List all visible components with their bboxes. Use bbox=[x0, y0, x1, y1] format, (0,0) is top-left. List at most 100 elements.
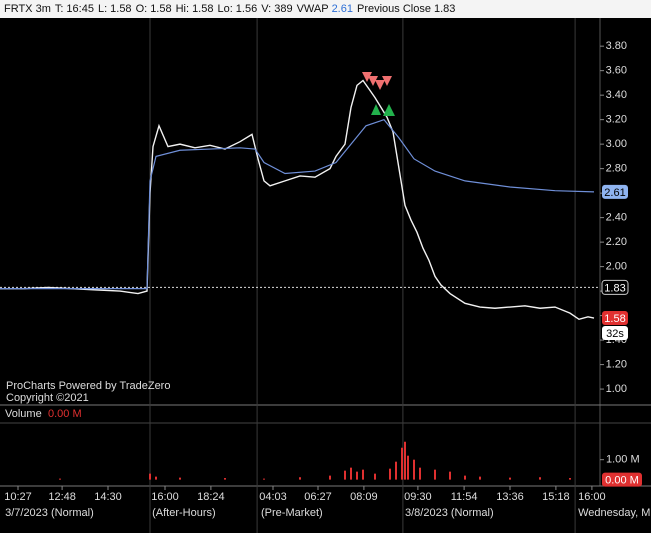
x-tick-label: 08:09 bbox=[350, 491, 378, 503]
field-value: 1.58 bbox=[150, 3, 172, 15]
volume-bar bbox=[374, 473, 376, 480]
x-tick-label: 10:27 bbox=[4, 491, 32, 503]
sell-signal bbox=[362, 72, 372, 82]
watermark: Copyright ©2021 bbox=[6, 392, 89, 404]
volume-bar bbox=[404, 441, 406, 480]
session-label: (Pre-Market) bbox=[261, 507, 323, 519]
price-tag bbox=[602, 184, 628, 199]
field-value: 1.58 bbox=[192, 3, 214, 15]
volume-bar bbox=[464, 475, 466, 480]
y-tick-label: 2.20 bbox=[606, 236, 627, 248]
price-tag-label: 1.58 bbox=[604, 313, 625, 325]
field-label: Hi: bbox=[175, 3, 190, 15]
y-tick-label: 3.60 bbox=[606, 65, 627, 77]
x-tick-label: 06:27 bbox=[304, 491, 332, 503]
volume-bar bbox=[509, 477, 511, 480]
volume-title: Volume bbox=[5, 408, 42, 420]
x-tick-label: 04:03 bbox=[259, 491, 287, 503]
header-bar: FRTX 3m T: 16:45 L: 1.58 O: 1.58 Hi: 1.58 Lo: 1.56… bbox=[0, 0, 651, 18]
field-value: 1.56 bbox=[235, 3, 258, 15]
x-tick-label: 18:24 bbox=[197, 491, 225, 503]
volume-bar bbox=[362, 469, 364, 480]
field-value: 2.61 bbox=[331, 3, 353, 15]
price-tag-label: 1.83 bbox=[604, 282, 625, 294]
volume-bar bbox=[329, 475, 331, 480]
volume-tag-label: 0.00 M bbox=[605, 475, 639, 487]
volume-bar bbox=[149, 473, 151, 480]
sell-signal bbox=[368, 76, 378, 86]
y-tick-label: 1.20 bbox=[606, 358, 627, 370]
buy-signal bbox=[371, 104, 381, 115]
buy-signal bbox=[383, 104, 395, 116]
volume-bar bbox=[413, 459, 415, 480]
field-label: O: bbox=[135, 3, 148, 15]
y-tick-label: 2.80 bbox=[606, 163, 627, 175]
field-value: 389 bbox=[274, 3, 293, 15]
price-line bbox=[0, 79, 595, 321]
y-tick-label: 1.00 bbox=[606, 383, 627, 395]
x-tick-label: 13:36 bbox=[496, 491, 524, 503]
y-tick-label: 3.00 bbox=[606, 138, 627, 150]
session-label: 3/7/2023 (Normal) bbox=[5, 507, 94, 519]
x-tick-label: 15:18 bbox=[542, 491, 570, 503]
volume-bar bbox=[539, 477, 541, 480]
field-value: 1.83 bbox=[433, 3, 456, 15]
price-tag bbox=[601, 279, 629, 295]
session-label: (After-Hours) bbox=[152, 507, 216, 519]
field-value: 16:45 bbox=[66, 3, 94, 15]
x-tick-label: 11:54 bbox=[451, 491, 478, 503]
volume-bar bbox=[419, 467, 421, 480]
field-label: Previous Close bbox=[356, 3, 431, 15]
x-tick-label: 12:48 bbox=[48, 491, 76, 503]
volume-bar bbox=[344, 470, 346, 480]
volume-bar bbox=[155, 476, 157, 480]
x-tick-label: 09:30 bbox=[404, 491, 432, 503]
countdown-box bbox=[602, 326, 628, 341]
volume-bar bbox=[389, 468, 391, 480]
field-label: VWAP bbox=[296, 3, 329, 15]
symbol: FRTX 3m bbox=[4, 3, 51, 15]
x-tick-label: 16:00 bbox=[578, 491, 606, 503]
volume-bar bbox=[401, 447, 403, 480]
volume-bar bbox=[179, 477, 181, 480]
x-tick-label: 14:30 bbox=[94, 491, 122, 503]
field-label: T: bbox=[54, 3, 64, 15]
volume-bar bbox=[59, 478, 61, 480]
session-label: 3/8/2023 (Normal) bbox=[405, 507, 494, 519]
volume-bar bbox=[434, 469, 436, 480]
y-tick-label: 3.20 bbox=[606, 114, 627, 126]
field-label: V: bbox=[261, 3, 272, 15]
signals bbox=[362, 72, 395, 116]
volume-bar bbox=[449, 471, 451, 480]
countdown: 32s bbox=[606, 328, 624, 340]
y-tick-label: 2.40 bbox=[606, 212, 627, 224]
volume-value: 0.00 M bbox=[48, 408, 82, 420]
volume-bar bbox=[224, 478, 226, 480]
price-tag-label: 2.61 bbox=[604, 187, 625, 199]
y-tick-label: 2.00 bbox=[606, 261, 627, 273]
field-value: 1.58 bbox=[110, 3, 132, 15]
volume-bar bbox=[356, 471, 358, 480]
volume-bar bbox=[395, 461, 397, 480]
sell-signal bbox=[375, 80, 385, 90]
watermark: ProCharts Powered by TradeZero bbox=[6, 380, 170, 392]
y-tick-label: 3.80 bbox=[606, 40, 627, 52]
x-tick-label: 16:00 bbox=[151, 491, 179, 503]
y-tick-label: 1.00 M bbox=[606, 454, 640, 466]
volume-bar bbox=[407, 455, 409, 480]
session-label: Wednesday, M bbox=[578, 507, 650, 519]
volume-bar bbox=[479, 476, 481, 480]
volume-bar bbox=[299, 477, 301, 480]
price-tag bbox=[602, 311, 628, 326]
field-label: L: bbox=[97, 3, 108, 15]
volume-tag bbox=[602, 472, 642, 487]
price-line bbox=[0, 118, 595, 290]
volume-bar bbox=[350, 467, 352, 480]
sell-signal bbox=[382, 76, 392, 86]
y-tick-label: 3.40 bbox=[606, 89, 627, 101]
volume-bar bbox=[263, 478, 265, 480]
field-label: Lo: bbox=[217, 3, 233, 15]
background bbox=[0, 18, 651, 533]
